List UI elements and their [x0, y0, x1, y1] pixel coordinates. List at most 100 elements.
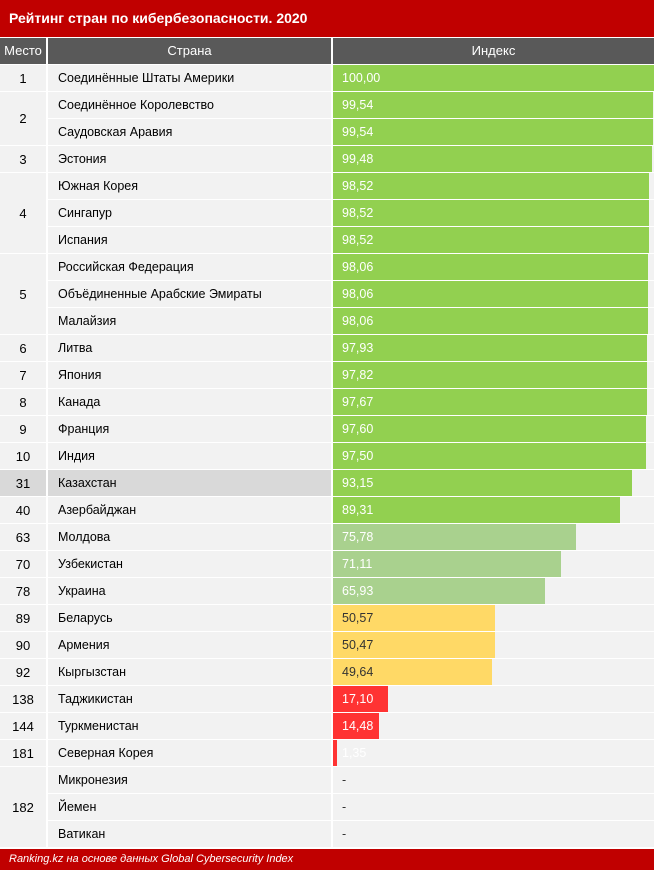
- column-header-index: Индекс: [333, 38, 654, 64]
- rank-cell: 92: [0, 659, 46, 685]
- index-cell: 14,48: [333, 713, 654, 739]
- index-value-label: 65,93: [342, 584, 374, 598]
- index-cell: 50,57: [333, 605, 654, 631]
- index-bar: [333, 254, 648, 280]
- country-label: Франция: [48, 416, 331, 442]
- country-label: Саудовская Аравия: [48, 119, 331, 145]
- index-cell: 98,06: [333, 281, 654, 307]
- index-value-label: 17,10: [342, 692, 374, 706]
- rank-cell: 144: [0, 713, 46, 739]
- index-bar: [333, 335, 648, 361]
- rank-cell: 70: [0, 551, 46, 577]
- country-label: Беларусь: [48, 605, 331, 631]
- country-label: Япония: [48, 362, 331, 388]
- rank-cell: 90: [0, 632, 46, 658]
- index-bar: [333, 281, 648, 307]
- index-cell: 99,54: [333, 92, 654, 118]
- country-label: Йемен: [48, 794, 331, 820]
- index-cell: 65,93: [333, 578, 654, 604]
- index-cell: 89,31: [333, 497, 654, 523]
- index-value-label: 99,54: [342, 98, 374, 112]
- index-bar: [333, 443, 646, 469]
- index-value-label: 98,06: [342, 314, 374, 328]
- source-note: Ranking.kz на основе данных Global Cyber…: [0, 849, 654, 870]
- rank-cell: 1: [0, 65, 46, 91]
- rank-cell: 181: [0, 740, 46, 766]
- index-cell: 71,11: [333, 551, 654, 577]
- country-label: Малайзия: [48, 308, 331, 334]
- index-cell: 98,52: [333, 200, 654, 226]
- rank-cell: 10: [0, 443, 46, 469]
- index-value-label: 97,67: [342, 395, 374, 409]
- index-cell: 50,47: [333, 632, 654, 658]
- index-cell: 49,64: [333, 659, 654, 685]
- index-bar: [333, 497, 620, 523]
- index-value-label: 14,48: [342, 719, 374, 733]
- index-bar: [333, 119, 653, 145]
- country-label: Туркменистан: [48, 713, 331, 739]
- rank-cell: 2: [0, 92, 46, 145]
- index-cell: 1,35: [333, 740, 654, 766]
- index-bar: [333, 632, 495, 658]
- index-value-label: 71,11: [342, 557, 373, 571]
- country-label: Кыргызстан: [48, 659, 331, 685]
- index-value-label: 50,57: [342, 611, 374, 625]
- country-label: Армения: [48, 632, 331, 658]
- index-value-label: 49,64: [342, 665, 374, 679]
- index-bar: [333, 416, 647, 442]
- index-value-label: 97,60: [342, 422, 374, 436]
- rank-cell: 182: [0, 767, 46, 847]
- index-cell: -: [333, 794, 654, 820]
- rank-cell: 40: [0, 497, 46, 523]
- index-value-label: 99,48: [342, 152, 374, 166]
- country-label: Литва: [48, 335, 331, 361]
- country-label: Украина: [48, 578, 331, 604]
- index-value-label: 98,52: [342, 233, 374, 247]
- rank-cell: 9: [0, 416, 46, 442]
- index-value-label: 97,50: [342, 449, 374, 463]
- index-value-label: -: [342, 827, 347, 841]
- index-bar: [333, 686, 388, 712]
- column-header-rank: Место: [0, 38, 46, 64]
- index-bar: [333, 362, 647, 388]
- index-cell: 99,48: [333, 146, 654, 172]
- rank-cell: 138: [0, 686, 46, 712]
- rank-cell: 6: [0, 335, 46, 361]
- index-cell: 100,00: [333, 65, 654, 91]
- index-value-label: 98,52: [342, 206, 374, 220]
- index-bar: [333, 227, 650, 253]
- index-bar: [333, 92, 653, 118]
- index-cell: 17,10: [333, 686, 654, 712]
- index-value-label: -: [342, 800, 347, 814]
- index-cell: 98,52: [333, 227, 654, 253]
- rank-cell: 78: [0, 578, 46, 604]
- index-bar: [333, 65, 654, 91]
- rank-cell: 4: [0, 173, 46, 253]
- country-label: Соединённые Штаты Америки: [48, 65, 331, 91]
- rank-cell: 5: [0, 254, 46, 334]
- index-bar: [333, 659, 493, 685]
- country-label: Северная Корея: [48, 740, 331, 766]
- country-label: Узбекистан: [48, 551, 331, 577]
- index-bar: [333, 173, 650, 199]
- index-value-label: 97,82: [342, 368, 374, 382]
- index-bar: [333, 200, 650, 226]
- index-cell: 99,54: [333, 119, 654, 145]
- rank-cell: 89: [0, 605, 46, 631]
- rank-cell: 31: [0, 470, 46, 496]
- country-label: Азербайджан: [48, 497, 331, 523]
- country-label: Таджикистан: [48, 686, 331, 712]
- index-bar: [333, 389, 647, 415]
- index-value-label: 93,15: [342, 476, 374, 490]
- index-bar: [333, 524, 577, 550]
- index-cell: 98,06: [333, 254, 654, 280]
- country-label: Молдова: [48, 524, 331, 550]
- index-cell: 93,15: [333, 470, 654, 496]
- index-value-label: 98,06: [342, 260, 374, 274]
- country-label: Объёдиненные Арабские Эмираты: [48, 281, 331, 307]
- index-value-label: 98,06: [342, 287, 374, 301]
- index-cell: 98,52: [333, 173, 654, 199]
- country-label: Казахстан: [48, 470, 331, 496]
- country-label: Микронезия: [48, 767, 331, 793]
- index-value-label: -: [342, 773, 347, 787]
